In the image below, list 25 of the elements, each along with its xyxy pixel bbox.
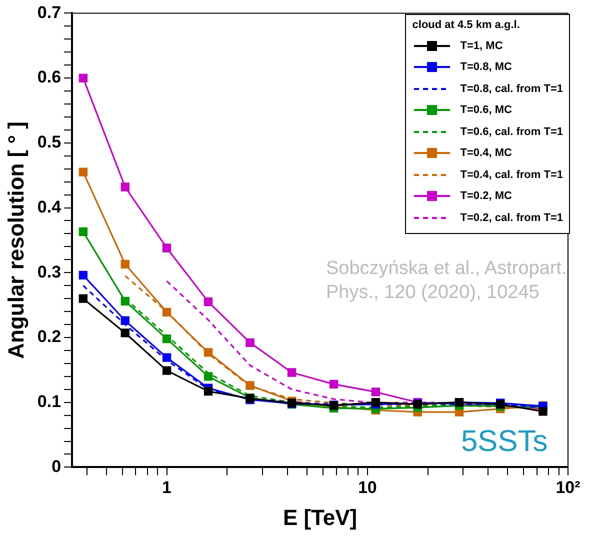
x-tick-label: 10: [358, 478, 377, 498]
y-tick-label: 0.4: [37, 197, 62, 216]
y-tick-label: 0.5: [37, 132, 62, 152]
y-tick-label: 0.2: [37, 327, 62, 346]
y-axis-title: Angular resolution [ ° ]: [3, 122, 28, 359]
y-tick-label: 0.7: [37, 2, 62, 22]
annotation: 5SSTs: [461, 425, 548, 458]
y-tick-label: 0: [52, 456, 62, 476]
x-tick-label: 10²: [556, 478, 581, 498]
legend-label: T=0.6, MC: [460, 104, 512, 116]
legend-label: T=0.4, MC: [460, 147, 512, 160]
legend-label: T=1, MC: [460, 40, 503, 52]
legend-label: T=0.6, cal. from T=1: [460, 126, 563, 138]
x-tick-label: 1: [162, 478, 172, 498]
y-tick-label: 0.3: [37, 262, 62, 282]
legend-title: cloud at 4.5 km a.g.l.: [412, 19, 521, 31]
legend-label: T=0.8, cal. from T=1: [460, 82, 563, 95]
legend-label: T=0.2, MC: [460, 190, 512, 202]
y-tick-label: 0.1: [37, 392, 62, 412]
legend-label: T=0.8, MC: [460, 61, 512, 74]
y-tick-label: 0.6: [37, 68, 62, 87]
legend-label: T=0.2, cal. from T=1: [460, 212, 563, 224]
legend-label: T=0.4, cal. from T=1: [460, 168, 563, 181]
annotation: Sobczyńska et al., Astropart. Phys., 120 (2020), 10245: [326, 257, 568, 305]
x-axis-title: E [TeV]: [282, 504, 358, 530]
